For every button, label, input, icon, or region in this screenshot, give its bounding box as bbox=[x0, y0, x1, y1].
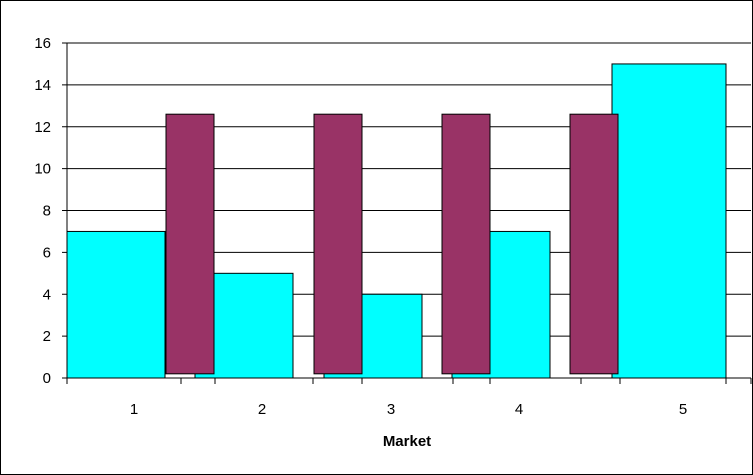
x-tick-label: 4 bbox=[515, 401, 523, 418]
y-tick-label: 12 bbox=[34, 119, 51, 136]
bar-series2-4 bbox=[569, 113, 619, 375]
bar-series2-3 bbox=[441, 113, 491, 375]
bars bbox=[66, 63, 727, 379]
x-tick-label: 1 bbox=[130, 401, 138, 418]
bar-series1-5 bbox=[611, 63, 727, 379]
y-tick-label: 10 bbox=[34, 161, 51, 178]
x-tick-label: 5 bbox=[679, 401, 687, 418]
y-tick-label: 6 bbox=[43, 244, 51, 261]
y-tick-label: 14 bbox=[34, 77, 51, 94]
bar-series2-1 bbox=[165, 113, 215, 375]
bar-series2-2 bbox=[313, 113, 363, 375]
x-tick-label: 2 bbox=[258, 401, 266, 418]
y-tick-label: 8 bbox=[43, 203, 51, 220]
bar-series1-1 bbox=[66, 230, 166, 379]
x-axis-title: Market bbox=[383, 433, 431, 450]
y-tick-label: 16 bbox=[34, 35, 51, 52]
y-tick-label: 2 bbox=[43, 328, 51, 345]
x-tick-label: 3 bbox=[387, 401, 395, 418]
y-tick-label: 0 bbox=[43, 370, 51, 387]
y-tick-label: 4 bbox=[43, 286, 51, 303]
